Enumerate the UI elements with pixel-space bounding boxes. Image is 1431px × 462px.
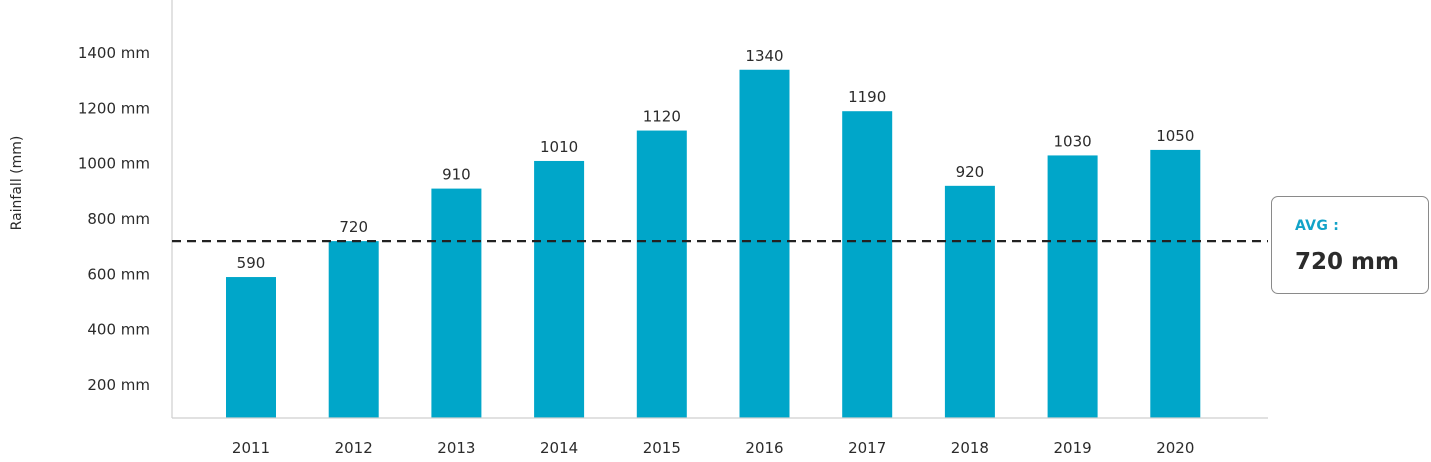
bar [1150,149,1201,418]
average-value: 720 mm [1295,249,1399,275]
bar [944,185,995,418]
bar [1047,155,1098,419]
x-tick-label: 2019 [1054,439,1092,457]
bar [739,69,790,418]
bar [534,160,585,419]
bar-value-label: 910 [442,166,471,184]
average-title: AVG : [1295,218,1340,234]
x-tick-label: 2016 [745,439,783,457]
bar-value-label: 1340 [745,47,783,65]
x-tick-label: 2011 [232,439,270,457]
x-tick-label: 2012 [335,439,373,457]
bar-value-label: 1050 [1156,127,1194,145]
bars: 590 720 910 1010 1120 1340 1190 920 1030 1050 [226,47,1201,419]
bar-value-label: 720 [339,218,368,236]
x-tick-label: 2018 [951,439,989,457]
y-axis-title: Rainfall (mm) [9,136,25,231]
y-tick-label: 600 mm [87,265,150,283]
x-tick-label: 2015 [643,439,681,457]
bar [636,130,687,419]
average-callout: AVG : 720 mm [1271,196,1429,294]
y-tick-label: 1000 mm [78,155,150,173]
bar-value-label: 920 [956,163,985,181]
x-tick-label: 2014 [540,439,578,457]
bar-value-label: 1120 [643,108,681,126]
y-tick-label: 800 mm [87,210,150,228]
bar-value-label: 1030 [1054,132,1092,150]
x-axis-ticks: 2011 2012 2013 2014 2015 2016 2017 2018 2019 2020 [232,439,1194,457]
y-axis-ticks: 200 mm 400 mm 600 mm 800 mm 1000 mm 1200 mm 14… [78,44,150,394]
bar-value-label: 1190 [848,88,886,106]
y-tick-label: 400 mm [87,321,150,339]
bar [328,241,379,418]
bar [842,111,893,418]
bar [431,188,482,418]
y-tick-label: 1200 mm [78,99,150,117]
x-tick-label: 2013 [437,439,475,457]
y-tick-label: 1400 mm [78,44,150,62]
x-tick-label: 2020 [1156,439,1194,457]
bar-value-label: 1010 [540,138,578,156]
bar-value-label: 590 [237,254,266,272]
x-tick-label: 2017 [848,439,886,457]
y-tick-label: 200 mm [87,376,150,394]
bar [226,277,276,418]
